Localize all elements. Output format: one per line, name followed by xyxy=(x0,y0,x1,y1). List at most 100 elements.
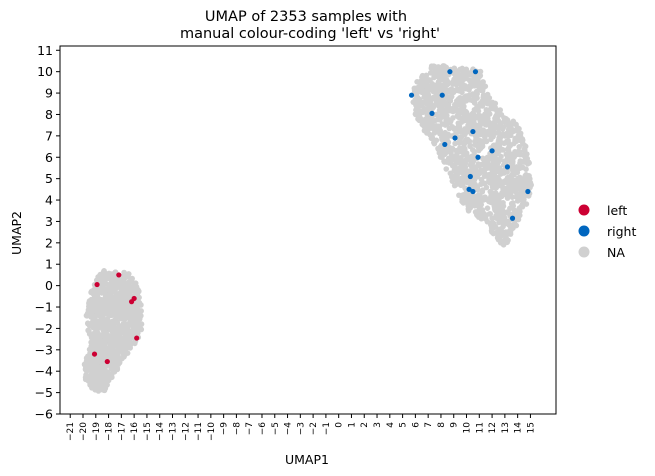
na-point xyxy=(123,349,129,356)
na-point xyxy=(493,212,499,219)
na-point xyxy=(443,166,450,172)
na-point xyxy=(496,165,503,171)
x-tick-label: −8 xyxy=(232,422,242,436)
na-point xyxy=(526,160,532,166)
x-tick-label: −15 xyxy=(143,422,153,441)
na-point xyxy=(121,274,127,280)
legend-marker-na xyxy=(578,246,590,258)
na-point xyxy=(103,287,110,294)
na-point xyxy=(107,372,114,378)
na-point xyxy=(123,311,130,318)
y-tick-label: 2 xyxy=(45,235,53,250)
na-point xyxy=(492,223,498,229)
na-point xyxy=(514,190,520,197)
na-point xyxy=(419,80,426,87)
na-point xyxy=(484,100,491,106)
na-point xyxy=(93,325,100,331)
na-point xyxy=(492,190,499,197)
right-point xyxy=(525,188,531,195)
x-tick-label: −2 xyxy=(309,422,319,435)
na-point xyxy=(415,86,422,93)
na-point xyxy=(513,121,519,128)
na-point xyxy=(490,152,496,158)
legend-marker-left xyxy=(578,204,590,216)
y-tick-label: 0 xyxy=(45,278,53,293)
na-point xyxy=(424,111,430,118)
na-point xyxy=(471,176,478,183)
na-point xyxy=(101,346,107,352)
na-point xyxy=(479,83,485,90)
na-point xyxy=(103,305,110,311)
na-point xyxy=(449,162,456,169)
na-point xyxy=(120,321,127,327)
na-point xyxy=(500,199,506,206)
na-point xyxy=(510,158,516,165)
y-tick-label: −6 xyxy=(35,407,53,422)
right-point xyxy=(509,215,516,221)
right-point xyxy=(429,110,435,116)
na-point xyxy=(443,71,449,78)
na-point xyxy=(89,385,95,391)
na-point xyxy=(130,330,137,336)
right-point xyxy=(475,154,481,160)
right-point xyxy=(470,128,476,135)
na-point xyxy=(115,353,121,359)
na-point xyxy=(88,314,95,320)
na-point xyxy=(93,386,100,392)
na-point xyxy=(110,281,116,288)
na-point xyxy=(448,87,455,94)
na-point xyxy=(124,340,131,347)
na-point xyxy=(443,104,450,110)
na-point xyxy=(94,290,101,297)
na-point xyxy=(440,111,447,118)
na-point xyxy=(437,131,443,137)
na-point xyxy=(414,79,420,85)
right-point xyxy=(467,173,473,180)
na-point xyxy=(475,161,482,167)
na-point xyxy=(461,117,468,124)
x-tick-label: −16 xyxy=(130,422,140,441)
x-axis-label: UMAP1 xyxy=(285,452,329,467)
na-point xyxy=(501,185,508,192)
na-point xyxy=(119,280,125,286)
na-point xyxy=(119,295,125,302)
x-tick-label: 4 xyxy=(386,422,396,428)
na-point xyxy=(498,153,504,160)
right-point xyxy=(447,69,453,75)
na-point xyxy=(508,122,515,129)
na-point xyxy=(86,299,93,305)
na-point xyxy=(105,311,112,318)
na-point xyxy=(474,91,480,97)
legend-marker-right xyxy=(578,225,590,237)
na-point xyxy=(420,73,427,80)
na-point xyxy=(126,321,133,327)
na-point xyxy=(447,96,453,103)
na-point xyxy=(486,211,493,217)
x-tick-label: −1 xyxy=(322,422,332,435)
na-point xyxy=(97,383,103,389)
na-point xyxy=(520,179,527,185)
na-point xyxy=(435,74,442,80)
na-point xyxy=(443,82,450,89)
na-point xyxy=(111,310,117,317)
na-point xyxy=(507,205,513,212)
na-point xyxy=(504,155,511,162)
y-axis-label: UMAP2 xyxy=(9,211,24,255)
na-point xyxy=(438,106,445,112)
na-point xyxy=(471,148,478,155)
na-point xyxy=(455,96,462,102)
na-point xyxy=(504,195,511,201)
na-point xyxy=(488,193,495,200)
na-point xyxy=(453,147,460,154)
na-point xyxy=(97,334,103,340)
right-point xyxy=(472,69,479,75)
na-point xyxy=(433,68,439,75)
na-point xyxy=(105,281,111,288)
na-point xyxy=(441,158,447,164)
x-tick-label: −9 xyxy=(220,422,230,436)
na-point xyxy=(461,159,468,165)
na-point xyxy=(521,159,528,165)
legend-label-right: right xyxy=(607,224,636,239)
y-tick-label: 6 xyxy=(45,150,53,165)
